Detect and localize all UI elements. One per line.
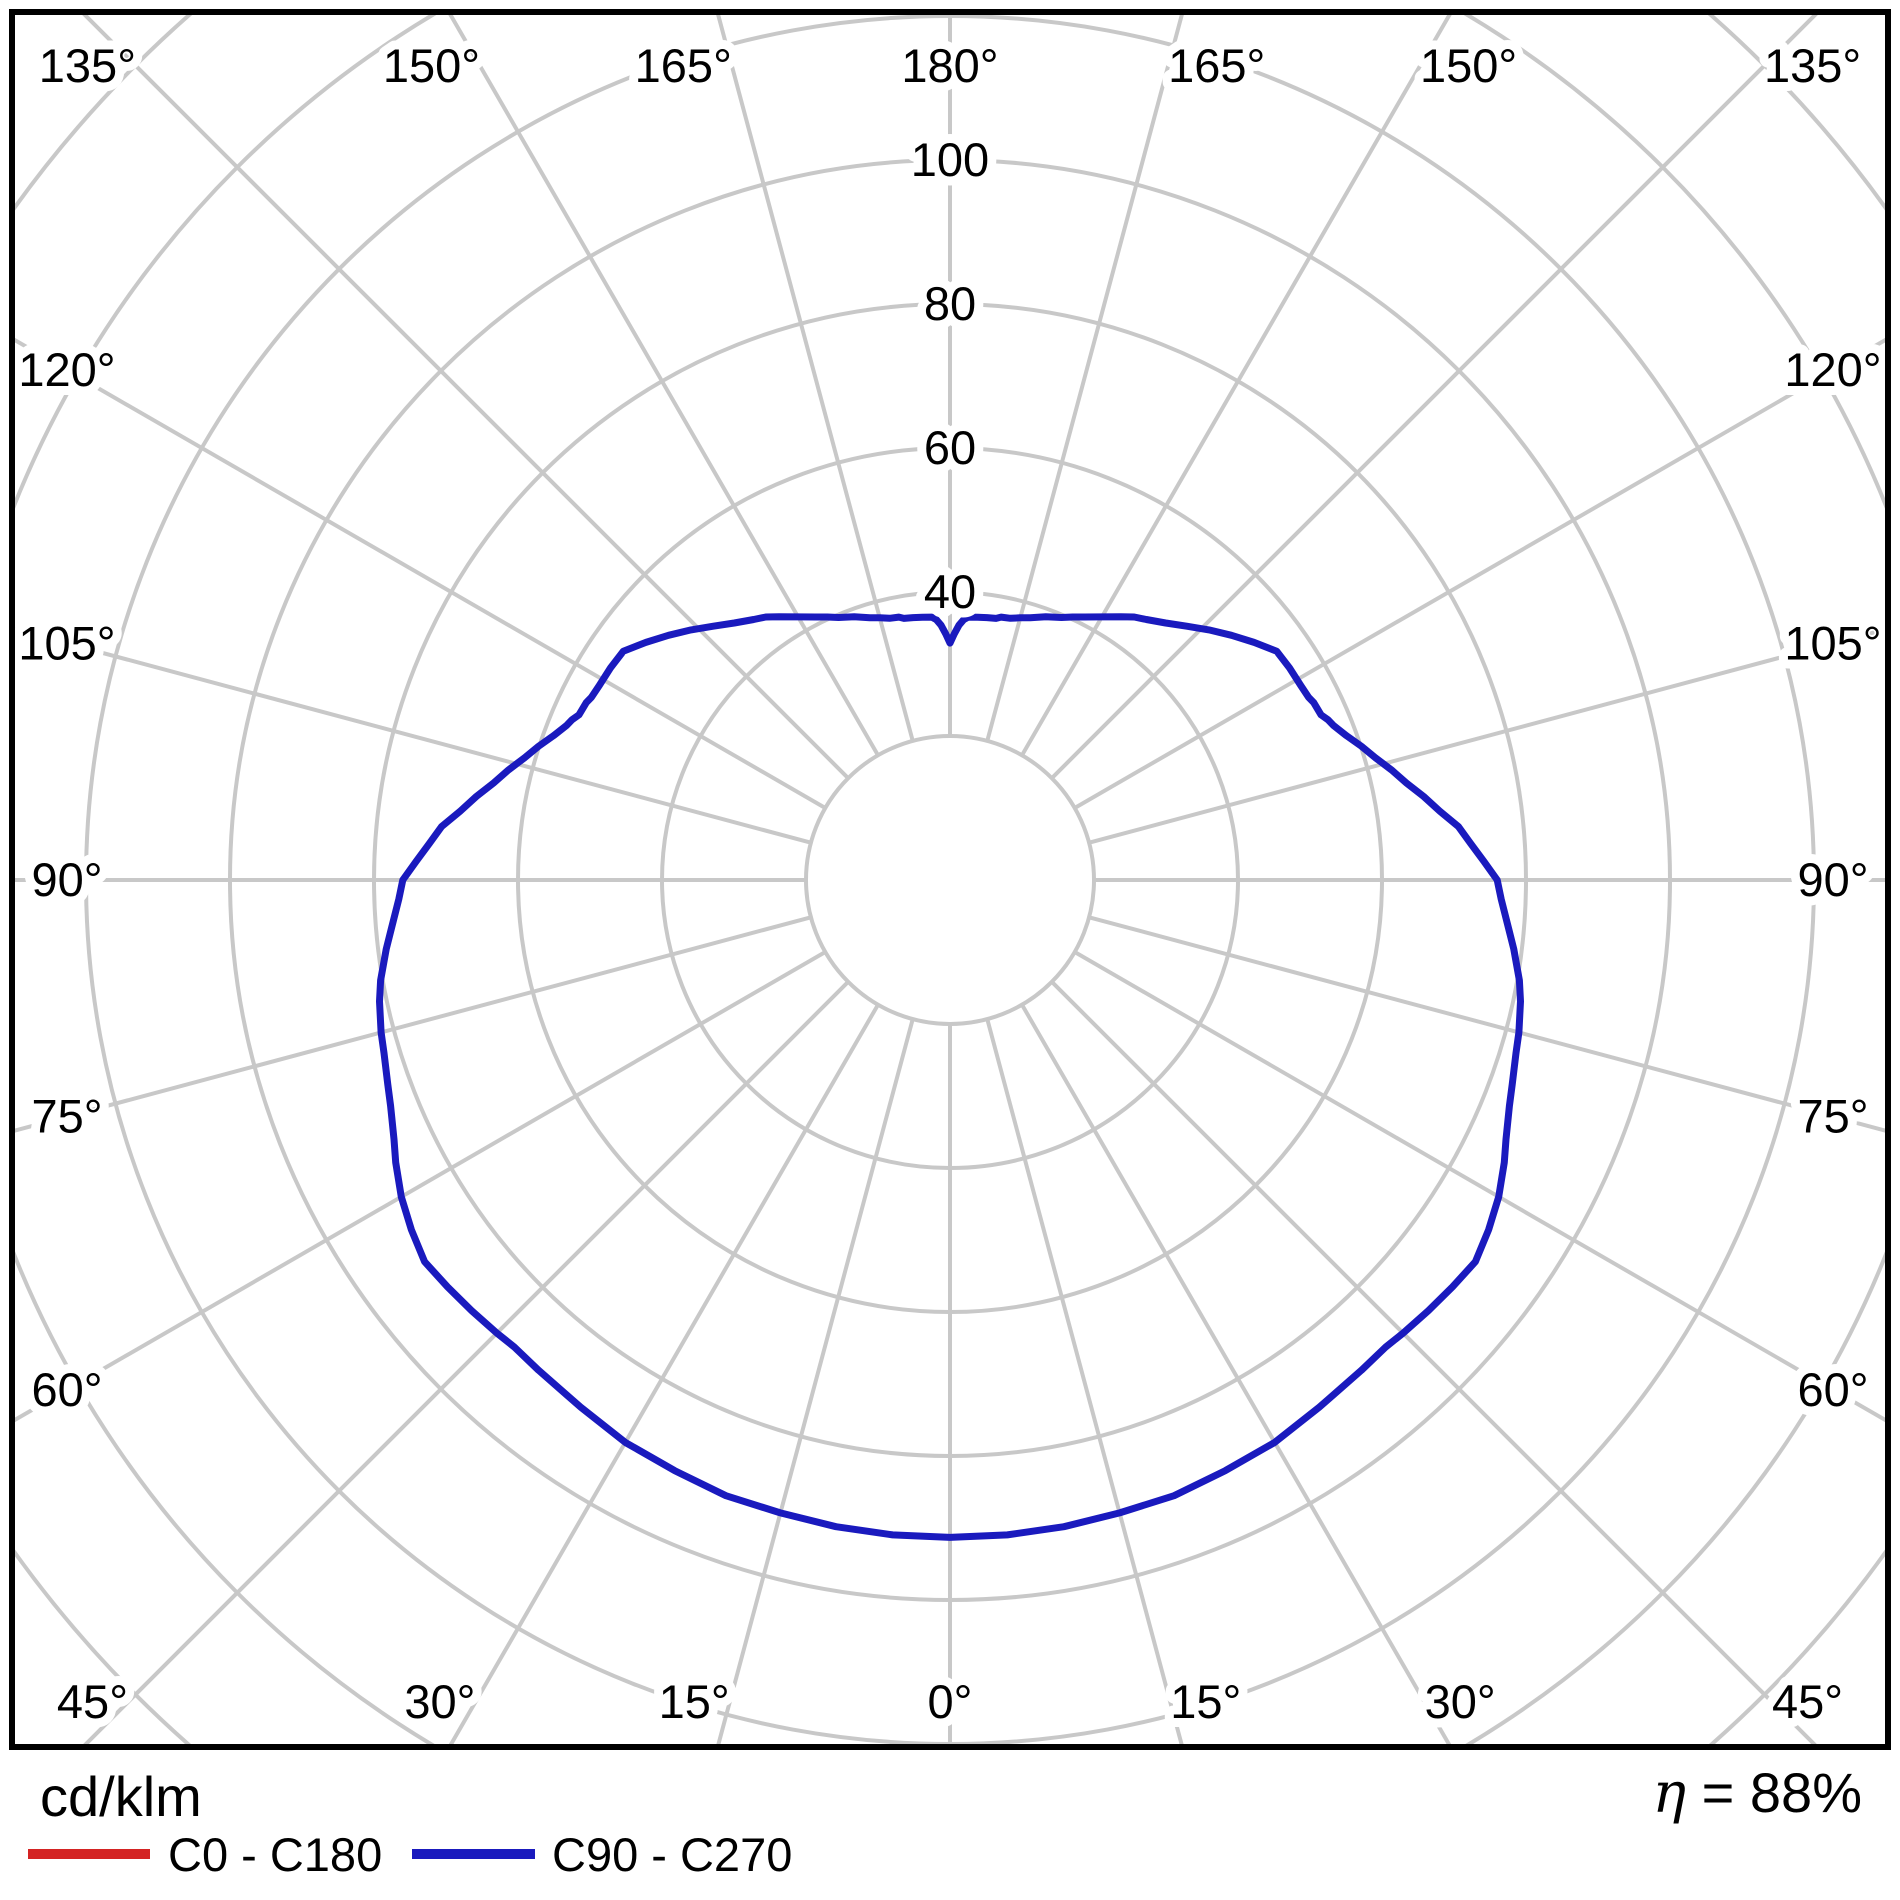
grid-spoke-225 [82, 15, 850, 780]
eta-value: = 88% [1686, 1761, 1862, 1824]
grid-ring-20 [804, 734, 1096, 1026]
grid-spoke-285 [15, 915, 812, 1133]
grid-spoke-120 [1073, 337, 1885, 810]
angle-label-150-top-left: 150° [383, 39, 480, 92]
angle-labels: 135° 135° 150° 150° 165° 165° 180° 15° 15° 30° 30°… [9, 30, 1890, 1737]
footer: cd/klm C0 - C180 C90 - C270 η = 88% [28, 1761, 1862, 1881]
grid-spoke-150 [1020, 15, 1452, 757]
grid-spoke-60 [1073, 950, 1885, 1423]
angle-label-90-left: 90° [31, 853, 102, 906]
grid-spoke-15 [985, 1018, 1184, 1744]
angle-label-150-top-right: 150° [1420, 39, 1517, 92]
grid-spoke-315 [83, 980, 850, 1744]
grid-spoke-240 [15, 337, 827, 810]
angle-label-45-bottom-left: 45° [57, 1675, 128, 1728]
grid-spoke-345 [716, 1018, 915, 1744]
angle-label-120-left: 120° [18, 343, 115, 396]
angle-label-105-right: 105° [1784, 616, 1881, 669]
radial-tick-80: 80 [924, 277, 976, 330]
intensity-curves [376, 613, 1524, 1541]
plot-border [9, 9, 1891, 1750]
angle-label-15-bottom-right: 15° [1170, 1675, 1241, 1728]
curve-C90-C270 [376, 613, 1524, 1541]
angle-label-30-bottom-right: 30° [1425, 1675, 1496, 1728]
angle-label-60-right: 60° [1797, 1363, 1868, 1416]
radial-tick-40: 40 [924, 565, 976, 618]
angle-label-45-bottom-right: 45° [1772, 1675, 1843, 1728]
grid-spoke-30 [1020, 1003, 1452, 1744]
efficiency-label: η = 88% [1653, 1761, 1862, 1826]
grid-spoke-255 [15, 627, 812, 845]
angle-label-120-right: 120° [1784, 343, 1881, 396]
radial-tick-60: 60 [924, 421, 976, 474]
grid-spoke-195 [716, 15, 915, 742]
grid-spoke-135 [1050, 15, 1818, 780]
angle-label-60-left: 60° [31, 1363, 102, 1416]
legend-label-c0-c180: C0 - C180 [168, 1828, 382, 1881]
angle-label-165-top-left: 165° [635, 39, 732, 92]
grid-spoke-105 [1088, 627, 1885, 845]
angle-label-135-top-right: 135° [1764, 39, 1861, 92]
grid-spoke-45 [1050, 980, 1817, 1744]
angle-label-180-top: 180° [901, 39, 998, 92]
angle-label-135-top-left: 135° [39, 39, 136, 92]
angle-label-75-left: 75° [31, 1090, 102, 1143]
legend-label-c90-c270: C90 - C270 [552, 1828, 792, 1881]
angle-label-165-top-right: 165° [1168, 39, 1265, 92]
angle-label-90-right: 90° [1797, 853, 1868, 906]
units-label: cd/klm [40, 1765, 202, 1828]
eta-symbol: η [1653, 1761, 1687, 1826]
grid-spoke-300 [15, 950, 827, 1423]
grid-spoke-210 [448, 15, 880, 757]
angle-label-75-right: 75° [1797, 1090, 1868, 1143]
angle-label-0-bottom: 0° [928, 1675, 973, 1728]
grid-spoke-75 [1088, 915, 1885, 1133]
angle-label-15-bottom-left: 15° [659, 1675, 730, 1728]
radial-tick-100: 100 [911, 133, 989, 186]
grid-spoke-165 [985, 15, 1184, 742]
angle-label-30-bottom-left: 30° [404, 1675, 475, 1728]
radial-tick-labels: 40 60 80 100 [902, 124, 998, 627]
grid-spoke-330 [448, 1003, 880, 1744]
angle-label-105-left: 105° [18, 616, 115, 669]
